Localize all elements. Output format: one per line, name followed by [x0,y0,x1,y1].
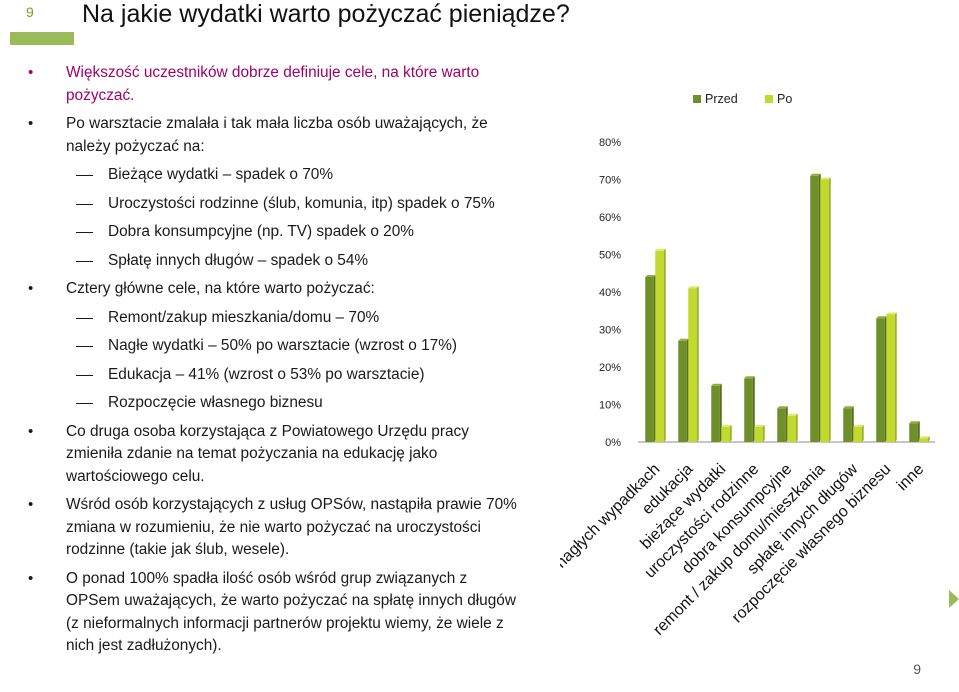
bar-side-face [927,436,930,442]
bar-po [886,314,895,442]
sub-bullet-item: Nagłe wydatki – 50% po warsztacie (wzros… [28,335,518,358]
sub-bullet-item: Uroczystości rodzinne (ślub, komunia, it… [28,193,518,216]
bar-przed [777,408,786,442]
y-tick-label: 60% [599,212,621,224]
bar-top-face [787,413,798,416]
sub-bullet-item: Rozpoczęcie własnego biznesu [28,392,518,415]
bar-top-face [688,286,699,289]
y-tick-label: 70% [599,175,621,187]
sub-bullet-item: Spłatę innych długów – spadek o 54% [28,250,518,273]
bar-przed [843,408,852,442]
bar-side-face [861,425,864,442]
bar-top-face [777,406,788,409]
bullet-item: Wśród osób korzystających z usług OPSów,… [28,494,518,562]
y-tick-label: 80% [599,137,621,149]
bar-top-face [843,406,854,409]
sub-bullet-item: Bieżące wydatki – spadek o 70% [28,164,518,187]
corner-marker [949,590,959,608]
legend-label: Przed [705,92,738,106]
legend-swatch [693,95,701,103]
bar-po [787,415,796,442]
chart-svg: 0%10%20%30%40%50%60%70%80%PrzedPow nagły… [541,92,935,639]
y-tick-label: 20% [599,362,621,374]
bar-top-face [919,436,930,439]
bar-top-face [810,173,821,176]
bar-top-face [721,425,732,427]
bar-top-face [886,312,897,315]
sub-bullet-item: Dobra konsumpcyjne (np. TV) spadek o 20% [28,221,518,244]
sub-bullet-item: Edukacja – 41% (wzrost o 53% po warsztac… [28,364,518,387]
bar-side-face [729,425,732,442]
bar-side-face [917,421,920,442]
category-label: inne [894,461,927,494]
bar-przed [678,340,687,442]
bar-chart: 0%10%20%30%40%50%60%70%80%PrzedPow nagły… [541,88,959,687]
bar-po [820,179,829,442]
bar-przed [645,277,654,442]
sub-bullet-item: Remont/zakup mieszkania/domu – 70% [28,307,518,330]
bullet-item: Co druga osoba korzystająca z Powiatoweg… [28,421,518,489]
slide-number-bottom: 9 [913,661,921,677]
y-tick-label: 10% [599,400,621,412]
page-title: Na jakie wydatki warto pożyczać pieniądz… [82,0,570,28]
bar-side-face [795,413,798,442]
bar-przed [876,318,885,442]
bar-przed [810,175,819,442]
bar-po [688,288,697,442]
y-tick-label: 0% [605,437,621,449]
bar-top-face [876,316,887,319]
bar-side-face [828,177,831,442]
slide-number-top: 9 [26,4,34,20]
bar-top-face [678,338,689,341]
bar-top-face [853,425,864,427]
bullet-item: Po warsztacie zmalała i tak mała liczba … [28,113,518,158]
bar-po [655,250,664,442]
bar-po [721,427,730,442]
bullet-list: Większość uczestników dobrze definiuje c… [28,62,518,664]
bullet-item: O ponad 100% spadła ilość osób wśród gru… [28,568,518,658]
y-tick-label: 40% [599,287,621,299]
bar-side-face [762,425,765,442]
y-tick-label: 30% [599,325,621,337]
bar-po [853,427,862,442]
bar-top-face [909,421,920,424]
bar-side-face [696,286,699,442]
bar-przed [744,378,753,442]
bar-top-face [711,383,722,386]
bar-przed [711,385,720,442]
bar-przed [909,423,918,442]
legend-swatch [765,95,773,103]
bullet-item: Większość uczestników dobrze definiuje c… [28,62,518,107]
bar-top-face [754,425,765,427]
bar-top-face [655,248,666,251]
legend-label: Po [777,92,792,106]
bar-side-face [663,248,666,442]
bar-po [919,438,928,442]
title-accent-bar [10,32,74,45]
bar-po [754,427,763,442]
bar-top-face [744,376,755,379]
bar-side-face [752,376,755,442]
bar-top-face [645,275,656,277]
bar-top-face [820,177,831,180]
bullet-item: Cztery główne cele, na które warto pożyc… [28,278,518,301]
bar-side-face [894,312,897,442]
y-tick-label: 50% [599,250,621,262]
